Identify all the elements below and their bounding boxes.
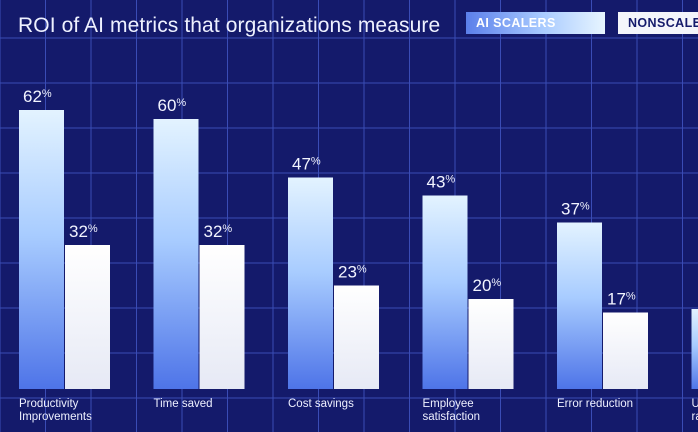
chart-title: ROI of AI metrics that organizations mea… — [18, 14, 441, 37]
bar-nonscalers — [199, 245, 245, 389]
bar-ai-scalers — [288, 177, 333, 389]
category-label: Error reduction — [557, 398, 633, 410]
bar-ai-scalers — [19, 110, 64, 389]
bar-nonscalers — [65, 245, 110, 389]
data-label-nonscalers: 32% — [204, 222, 233, 241]
chart-bars — [19, 110, 698, 389]
category-label: Improvements — [19, 411, 92, 423]
data-label-ai-scalers: 62% — [23, 87, 52, 106]
category-label: Employee — [423, 398, 474, 410]
data-label-nonscalers: 20% — [473, 276, 502, 295]
bar-ai-scalers — [153, 119, 199, 389]
data-label-ai-scalers: 43% — [427, 173, 456, 192]
legend-ai-scalers: AI SCALERS — [466, 12, 605, 34]
data-label-nonscalers: 32% — [69, 222, 98, 241]
category-label: Time saved — [154, 398, 213, 410]
category-label: satisfaction — [423, 411, 481, 423]
bar-ai-scalers — [422, 195, 468, 389]
category-label: ra — [692, 411, 698, 423]
data-label-nonscalers: 23% — [338, 263, 367, 282]
category-label: Cost savings — [288, 398, 354, 410]
data-label-ai-scalers: 47% — [292, 155, 321, 174]
legend-nonscalers: NONSCALE — [618, 12, 698, 34]
bar-nonscalers — [603, 312, 648, 389]
bar-ai-scalers — [557, 222, 602, 389]
bar-ai-scalers-partial — [691, 309, 698, 389]
bar-nonscalers — [468, 299, 514, 389]
data-label-nonscalers: 17% — [607, 290, 636, 309]
category-label: Productivity — [19, 398, 79, 410]
category-label: U — [692, 398, 698, 410]
bar-nonscalers — [334, 285, 379, 389]
data-label-ai-scalers: 60% — [158, 96, 187, 115]
data-label-ai-scalers: 37% — [561, 200, 590, 219]
